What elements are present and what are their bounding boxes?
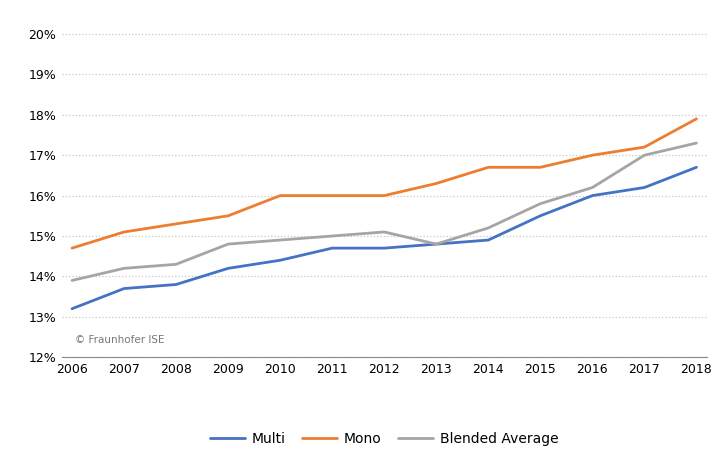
Blended Average xyxy=(328,233,336,239)
Blended Average xyxy=(484,225,493,231)
Blended Average xyxy=(120,266,128,271)
Multi xyxy=(536,213,544,218)
Blended Average xyxy=(692,140,701,146)
Mono xyxy=(484,164,493,170)
Mono xyxy=(172,221,181,227)
Mono xyxy=(536,164,544,170)
Blended Average xyxy=(172,262,181,267)
Mono xyxy=(276,193,284,198)
Blended Average xyxy=(67,278,76,283)
Mono xyxy=(224,213,233,218)
Multi xyxy=(328,245,336,251)
Multi xyxy=(172,282,181,287)
Blended Average xyxy=(432,241,441,247)
Multi xyxy=(588,193,597,198)
Multi xyxy=(276,257,284,263)
Line: Multi: Multi xyxy=(72,167,697,309)
Legend: Multi, Mono, Blended Average: Multi, Mono, Blended Average xyxy=(204,426,564,451)
Blended Average xyxy=(380,229,389,234)
Multi xyxy=(484,237,493,243)
Text: © Fraunhofer ISE: © Fraunhofer ISE xyxy=(75,335,164,345)
Line: Mono: Mono xyxy=(72,119,697,248)
Blended Average xyxy=(588,185,597,190)
Multi xyxy=(224,266,233,271)
Multi xyxy=(432,241,441,247)
Blended Average xyxy=(640,153,649,158)
Multi xyxy=(67,306,76,311)
Mono xyxy=(328,193,336,198)
Blended Average xyxy=(536,201,544,207)
Blended Average xyxy=(276,237,284,243)
Mono xyxy=(692,116,701,121)
Line: Blended Average: Blended Average xyxy=(72,143,697,280)
Blended Average xyxy=(224,241,233,247)
Mono xyxy=(432,181,441,186)
Multi xyxy=(692,164,701,170)
Mono xyxy=(380,193,389,198)
Mono xyxy=(640,144,649,150)
Multi xyxy=(640,185,649,190)
Multi xyxy=(380,245,389,251)
Multi xyxy=(120,286,128,291)
Mono xyxy=(120,229,128,234)
Mono xyxy=(588,153,597,158)
Mono xyxy=(67,245,76,251)
